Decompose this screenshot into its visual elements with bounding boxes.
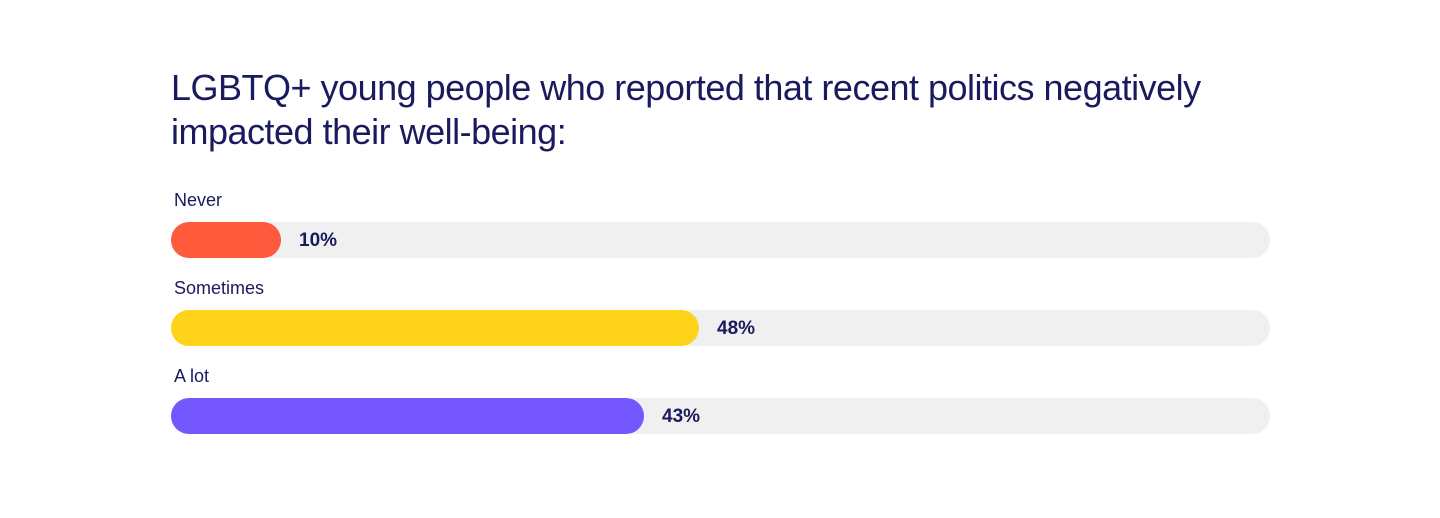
bar-never [171, 222, 281, 258]
value-label-a-lot: 43% [662, 406, 701, 427]
bar-track-sometimes: 48% [171, 310, 1270, 346]
bar-rows: Never 10% Sometimes 48% A lot 43% [171, 187, 1270, 451]
category-label-a-lot: A lot [174, 366, 210, 386]
chart-title: LGBTQ+ young people who reported that re… [171, 67, 1201, 152]
bar-track-a-lot: 43% [171, 398, 1270, 434]
category-label-never: Never [174, 190, 223, 210]
value-label-sometimes: 48% [717, 318, 756, 339]
category-label-sometimes: Sometimes [174, 278, 265, 298]
bar-row-sometimes: Sometimes 48% [171, 275, 1270, 363]
value-label-never: 10% [299, 230, 338, 251]
bar-a-lot [171, 398, 644, 434]
bar-sometimes [171, 310, 699, 346]
bar-track-never: 10% [171, 222, 1270, 258]
chart: LGBTQ+ young people who reported that re… [171, 66, 1270, 434]
bar-row-a-lot: A lot 43% [171, 363, 1270, 451]
bar-row-never: Never 10% [171, 187, 1270, 275]
